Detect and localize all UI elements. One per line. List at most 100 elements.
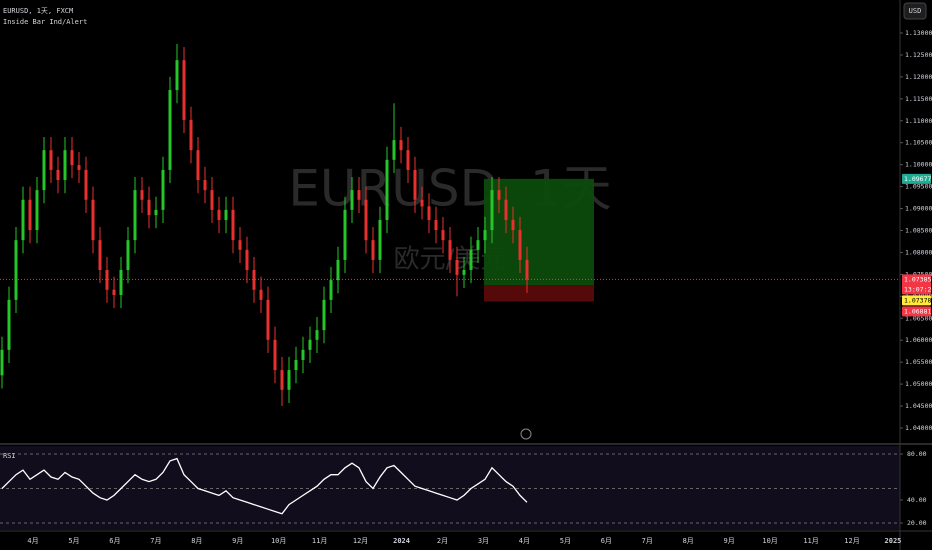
x-tick-label: 8月 [191,537,202,545]
candle-body [357,190,361,200]
candle-body [420,199,424,207]
candle-body [63,150,67,181]
price-tag-label: 1.07378 [904,296,931,304]
candle-body [238,240,242,250]
y-tick-label: 1.07500 [905,270,932,278]
candle-body [35,190,39,231]
candle-body [259,289,263,300]
x-tick-label: 11月 [312,537,327,545]
y-tick-label: 1.11500 [905,95,932,103]
candle-body [21,199,25,241]
candle-body [308,339,312,350]
y-tick-label: 1.10000 [905,161,932,169]
candle-body [364,199,368,241]
price-tag [902,295,931,306]
candle-body [182,60,186,120]
candle-body [77,165,81,170]
y-tick-label: 1.05500 [905,358,932,366]
candle-body [301,349,305,360]
y-tick-label: 1.13000 [905,29,932,37]
candle-body [378,219,382,260]
x-tick-label: 6月 [601,537,612,545]
candle-body [140,190,144,200]
candle-body [336,259,340,281]
candle-body [105,269,109,290]
candle-body [392,140,396,160]
candle-body [133,190,137,241]
candle-body [441,230,445,241]
candle-body [371,240,375,260]
candle-body [203,180,207,191]
candle-body [245,249,249,270]
x-tick-label: 9月 [724,537,735,545]
rsi-tick-label: 20.00 [907,519,927,527]
candle-body [252,269,256,290]
candle-body [273,339,277,371]
candle-body [280,370,284,390]
candle-body [147,199,151,216]
y-tick-label: 1.08000 [905,248,932,256]
y-tick-label: 1.11000 [905,117,932,125]
candle-body [462,269,466,275]
logo-icon[interactable] [520,428,532,440]
candle-body [490,190,494,231]
symbol-title: EURUSD, 1天, FXCM [3,7,73,15]
candle-body [161,169,165,210]
candle-body [168,90,172,170]
target-zone [484,178,594,286]
indicator-title: Inside Bar Ind/Alert [3,18,87,26]
rsi-tick-label: 40.00 [907,496,927,504]
candle-body [315,330,319,340]
x-tick-label: 4月 [27,537,38,545]
candle-body [469,249,473,270]
candle-body [294,359,298,371]
x-tick-label: 10月 [271,537,286,545]
y-tick-label: 1.04000 [905,424,932,432]
y-tick-label: 1.09000 [905,205,932,213]
candle-body [329,280,333,300]
y-tick-label: 1.06000 [905,336,932,344]
price-tag-label: 1.09677 [904,175,931,183]
y-tick-label: 1.06500 [905,314,932,322]
plot [0,43,900,407]
x-tick-label: 5月 [68,537,79,545]
price-tag-label: 1.06881 [904,307,931,315]
candle-body [476,240,480,250]
candle-body [455,259,459,275]
candle-body [98,240,102,270]
stop-zone [484,285,594,302]
x-tick-label: 12月 [353,537,368,545]
candle-body [518,230,522,260]
price-tag [902,306,931,317]
candle-body [434,219,438,231]
candle-body [350,190,354,210]
currency-button[interactable] [903,2,927,20]
y-tick-label: 1.04500 [905,402,932,410]
candle-body [525,259,529,280]
candle-body [196,150,200,181]
price-tag-countdown: 13:07:26 [904,285,932,293]
candle-body [189,119,193,151]
rsi-tick-label: 80.00 [907,450,927,458]
candle-body [224,209,228,220]
candle-body [504,199,508,220]
price-tag-label: 1.07385 [904,275,931,283]
price-tag [902,173,931,184]
candle-body [399,140,403,151]
candle-body [287,370,291,390]
candle-body [343,209,347,260]
candle-body [231,209,235,241]
candle-body [112,289,116,296]
x-tick-label: 7月 [642,537,653,545]
x-tick-label: 2025 [885,537,902,545]
currency-label[interactable]: USD [909,7,922,15]
x-tick-label: 5月 [560,537,571,545]
x-tick-label: 4月 [519,537,530,545]
candle-body [217,209,221,220]
x-tick-label: 8月 [683,537,694,545]
candle-body [210,190,214,210]
candle-body [119,269,123,296]
y-tick-label: 1.12500 [905,51,932,59]
candle-body [70,150,74,166]
